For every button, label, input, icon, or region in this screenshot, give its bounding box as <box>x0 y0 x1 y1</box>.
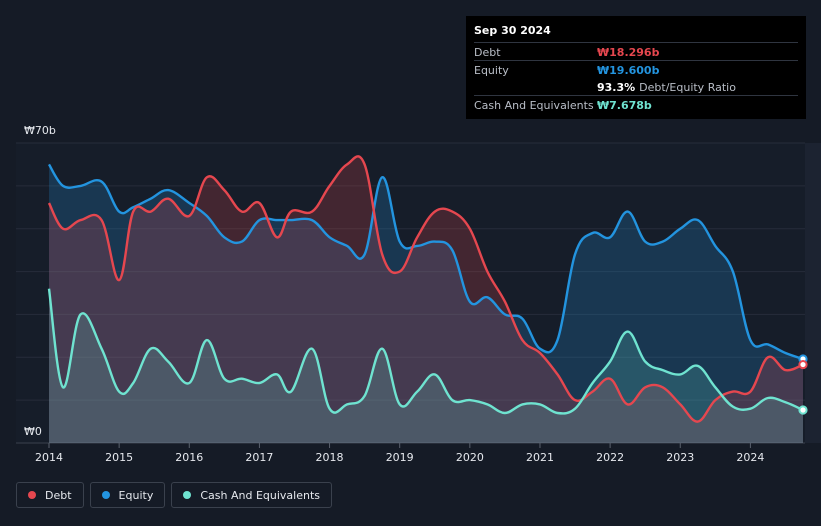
debt-line <box>47 155 804 423</box>
tooltip-ratio-label: Debt/Equity Ratio <box>639 80 736 94</box>
x-tick-label: 2016 <box>175 451 203 464</box>
series-lines <box>47 155 804 423</box>
x-tick-label: 2023 <box>666 451 694 464</box>
tooltip-debt-value: ₩18.296b <box>597 45 660 59</box>
cash-and-equivalents-area <box>49 288 803 443</box>
tooltip-row-debt: Debt ₩18.296b <box>474 42 798 60</box>
forecast-shade <box>805 143 821 443</box>
tooltip-debt-label: Debt <box>474 45 501 59</box>
tooltip-row-equity: Equity ₩19.600b <box>474 60 798 78</box>
x-tick-label: 2014 <box>35 451 63 464</box>
y-axis: ₩70b ₩0 <box>24 124 56 438</box>
legend-item-equity[interactable]: Equity <box>89 482 166 508</box>
x-tick-label: 2019 <box>386 451 414 464</box>
plot-background <box>16 143 805 443</box>
legend-label-equity: Equity <box>118 488 154 502</box>
x-tick-label: 2021 <box>526 451 554 464</box>
tooltip-equity-label: Equity <box>474 63 509 77</box>
tooltip: Sep 30 2024 Debt ₩18.296b Equity ₩19.600… <box>466 16 806 119</box>
debt-endpoint <box>798 359 808 370</box>
tooltip-ratio-value: 93.3% <box>597 80 636 94</box>
tooltip-equity-value: ₩19.600b <box>597 63 660 77</box>
x-tick-label: 2017 <box>245 451 273 464</box>
x-tick-label: 2015 <box>105 451 133 464</box>
equity-line <box>47 163 804 361</box>
y-tick-label: ₩0 <box>24 425 42 438</box>
x-tick-label: 2018 <box>316 451 344 464</box>
series-areas <box>49 156 803 443</box>
legend: Debt Equity Cash And Equivalents <box>16 482 332 508</box>
x-tick-label: 2022 <box>596 451 624 464</box>
tooltip-date: Sep 30 2024 <box>474 24 551 37</box>
debt-area <box>49 156 803 443</box>
x-tick-label: 2024 <box>736 451 764 464</box>
y-tick-label: ₩70b <box>24 124 56 137</box>
cash-and-equivalents-line <box>47 288 804 415</box>
tooltip-cash-value: ₩7.678b <box>597 98 652 112</box>
legend-label-cash: Cash And Equivalents <box>200 488 320 502</box>
legend-label-debt: Debt <box>45 488 72 502</box>
tooltip-row-ratio: 93.3% Debt/Equity Ratio <box>474 78 798 95</box>
legend-item-cash[interactable]: Cash And Equivalents <box>171 482 332 508</box>
legend-item-debt[interactable]: Debt <box>16 482 84 508</box>
x-axis: 2014 2015 2016 2017 2018 2019 2020 2021 2022 2023… <box>35 443 764 464</box>
cash-dot-icon <box>183 491 192 499</box>
x-tick-label: 2020 <box>456 451 484 464</box>
debt-dot-icon <box>28 491 36 499</box>
tooltip-row-cash: Cash And Equivalents ₩7.678b <box>474 95 798 113</box>
series-endpoints <box>798 354 808 415</box>
cash-and-equivalents-endpoint <box>798 405 808 415</box>
tooltip-cash-label: Cash And Equivalents <box>474 98 594 112</box>
equity-dot-icon <box>101 491 110 499</box>
equity-area <box>49 164 803 443</box>
